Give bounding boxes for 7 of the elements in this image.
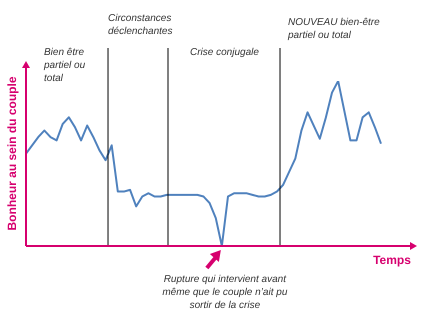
text: Rupture qui intervient avant même que le couple n’ait pu sortir de la crise [161,273,288,312]
annotation: Bien être partiel ou total [44,46,86,85]
x-axis-title: Temps [373,253,412,267]
text: NOUVEAU bien-être partiel ou total [288,16,381,42]
y-axis-title: Bonheur au sein du couple [5,76,20,231]
text: Crise conjugale [190,46,260,59]
text: Circonstances déclenchantes [108,12,174,38]
